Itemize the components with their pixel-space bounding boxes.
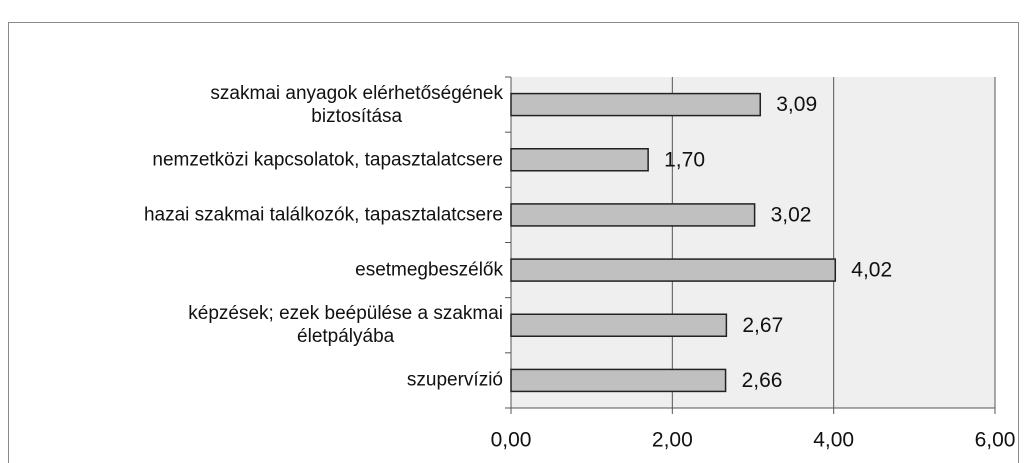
data-label: 2,66 (742, 369, 783, 392)
bar (510, 148, 649, 172)
y-tick-label: szakmai anyagok elérhetőségének biztosít… (210, 82, 503, 127)
y-tick-label: képzések; ezek beépülése a szakmai életp… (188, 303, 503, 348)
chart-frame (8, 22, 1019, 463)
bar (510, 368, 727, 393)
y-tick-label: esetmegbeszélők (355, 259, 503, 281)
data-label: 2,67 (742, 314, 783, 337)
data-label: 1,70 (664, 148, 705, 171)
y-tick-label: nemzetközi kapcsolatok, tapasztalatcsere (152, 149, 503, 171)
plot-area (511, 77, 995, 408)
bar (510, 258, 837, 282)
bar (510, 313, 728, 337)
bar (510, 203, 756, 227)
data-label: 4,02 (851, 259, 892, 282)
bar (510, 92, 762, 117)
y-tick-label: hazai szakmai találkozók, tapasztalatcse… (143, 204, 503, 226)
x-tick-label: 0,00 (491, 429, 532, 452)
y-tick-label: szupervízió (406, 369, 503, 391)
data-label: 3,09 (776, 93, 817, 116)
data-label: 3,02 (771, 203, 812, 226)
x-tick-label: 2,00 (652, 429, 693, 452)
x-tick-label: 4,00 (813, 429, 854, 452)
x-tick-label: 6,00 (975, 429, 1016, 452)
